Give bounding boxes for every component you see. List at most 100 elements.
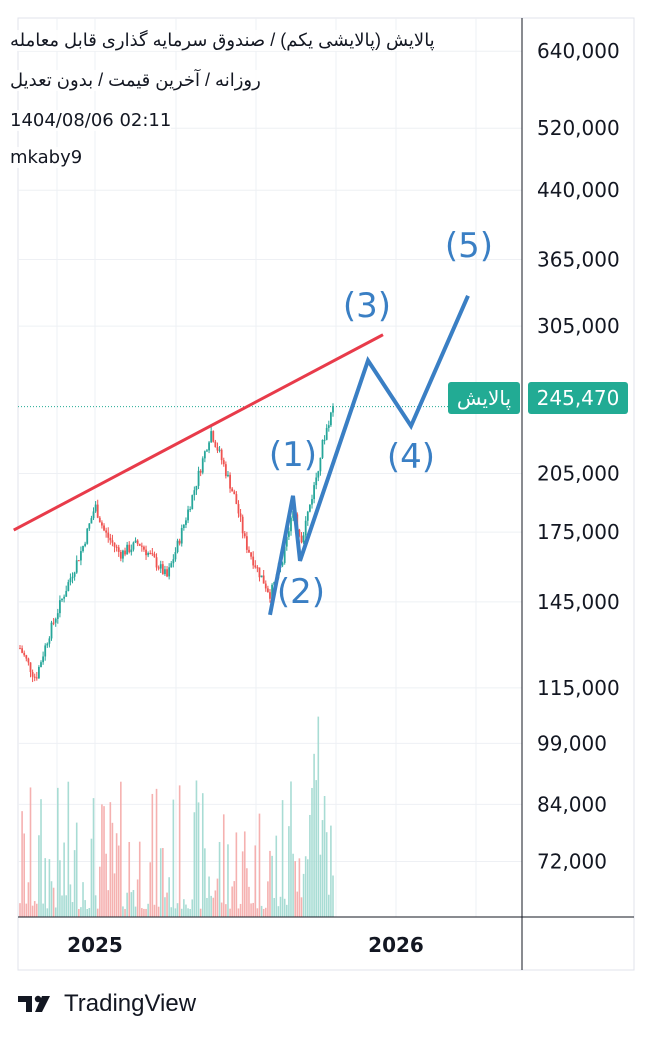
candle-body	[147, 553, 150, 556]
wave-label: (3)	[343, 286, 391, 326]
time-axis-tick: 2025	[67, 933, 123, 957]
candle-body	[77, 560, 80, 562]
volume-bar	[306, 859, 309, 917]
candle-body	[29, 662, 32, 673]
candle-body	[256, 567, 259, 569]
volume-bar	[111, 822, 114, 917]
candle-body	[122, 550, 124, 559]
candle-body	[298, 529, 301, 536]
volume-bar	[38, 835, 40, 917]
candle-body	[80, 551, 82, 561]
volume-bar	[199, 908, 202, 917]
candle-body	[258, 567, 261, 578]
elliott-wave-path[interactable]	[268, 294, 470, 616]
candle-body	[113, 542, 116, 547]
volume-bar	[212, 897, 215, 917]
candle-body	[327, 425, 330, 428]
volume-bar	[304, 856, 307, 917]
candle-body	[332, 406, 334, 413]
volume-bar	[128, 841, 131, 917]
volume-bar	[65, 895, 68, 917]
candle-body	[98, 517, 101, 523]
candle-body	[155, 557, 158, 568]
volume-bar	[309, 814, 311, 917]
volume-bar	[294, 861, 296, 917]
volume-bar	[27, 882, 30, 917]
candle-body	[187, 509, 189, 521]
candle-body	[132, 542, 135, 550]
volume-bar	[317, 716, 320, 917]
candle-body	[73, 572, 76, 577]
volume-bar	[71, 902, 74, 917]
candle-body	[48, 638, 51, 644]
volume-bar	[210, 895, 212, 917]
candle-body	[329, 412, 332, 426]
time-axis[interactable]: 2025 2026	[67, 933, 424, 957]
wave-label: (5)	[445, 226, 493, 266]
candle-body	[19, 648, 21, 650]
volume-bar	[225, 904, 227, 917]
candle-body	[172, 559, 175, 564]
volume-bar	[216, 878, 219, 917]
volume-bar	[222, 814, 225, 917]
candle-body	[143, 546, 145, 550]
volume-bar	[143, 908, 145, 917]
candle-body	[319, 457, 322, 472]
volume-bar	[311, 787, 313, 917]
volume-bar	[176, 903, 179, 917]
candle-body	[306, 511, 309, 521]
volume-bar	[258, 813, 261, 917]
volume-bar	[174, 908, 177, 917]
candle-body	[302, 535, 305, 543]
candle-body	[33, 676, 36, 678]
volume-bar	[101, 804, 103, 917]
candle-body	[65, 590, 68, 597]
volume-bar	[279, 896, 282, 917]
price-tag	[528, 382, 628, 414]
wave-label: (1)	[269, 435, 317, 475]
candle-body	[321, 439, 324, 458]
volume-bar	[264, 907, 267, 917]
volume-bar	[59, 860, 61, 917]
candle-body	[315, 477, 318, 486]
candle-body	[54, 618, 57, 623]
tradingview-logo-icon	[18, 995, 50, 1012]
candle-body	[46, 643, 49, 646]
candle-body	[63, 596, 66, 599]
candle-body	[254, 565, 257, 568]
volume-bar	[187, 908, 189, 917]
price-axis-tick: 305,000	[537, 314, 620, 338]
volume-bar	[52, 887, 55, 917]
candle-body	[239, 513, 242, 517]
candle-body	[304, 520, 307, 536]
chart-subtitle: روزانه / آخرین قیمت / بدون تعدیل	[10, 70, 261, 91]
volume-bar	[204, 848, 206, 917]
candle-body	[250, 552, 252, 557]
candle-body	[153, 553, 156, 558]
volume-bar	[42, 903, 44, 917]
candle-body	[44, 645, 47, 657]
candle-body	[145, 549, 147, 556]
volume-bar	[231, 886, 233, 917]
volume-bar	[96, 908, 99, 917]
wave-label: (4)	[387, 437, 435, 477]
candle-body	[23, 652, 26, 656]
volume-bar	[75, 822, 78, 917]
volume-bar	[50, 881, 53, 917]
price-axis-tick: 440,000	[537, 178, 620, 202]
candle-body	[164, 569, 166, 575]
candle-body	[94, 504, 97, 512]
resistance-trendline[interactable]	[13, 333, 384, 532]
volume-bar	[134, 906, 137, 917]
candle-body	[31, 672, 34, 677]
volume-bar	[273, 898, 275, 917]
candle-body	[157, 567, 160, 569]
price-axis[interactable]: 640,000 520,000 440,000 365,000 305,000 205,0…	[537, 39, 620, 873]
volume-bar	[90, 838, 93, 917]
volume-bar	[271, 855, 273, 917]
candle-body	[96, 504, 99, 518]
candle-body	[214, 441, 217, 448]
price-axis-tick: 175,000	[537, 520, 620, 544]
candle-body	[166, 569, 168, 577]
